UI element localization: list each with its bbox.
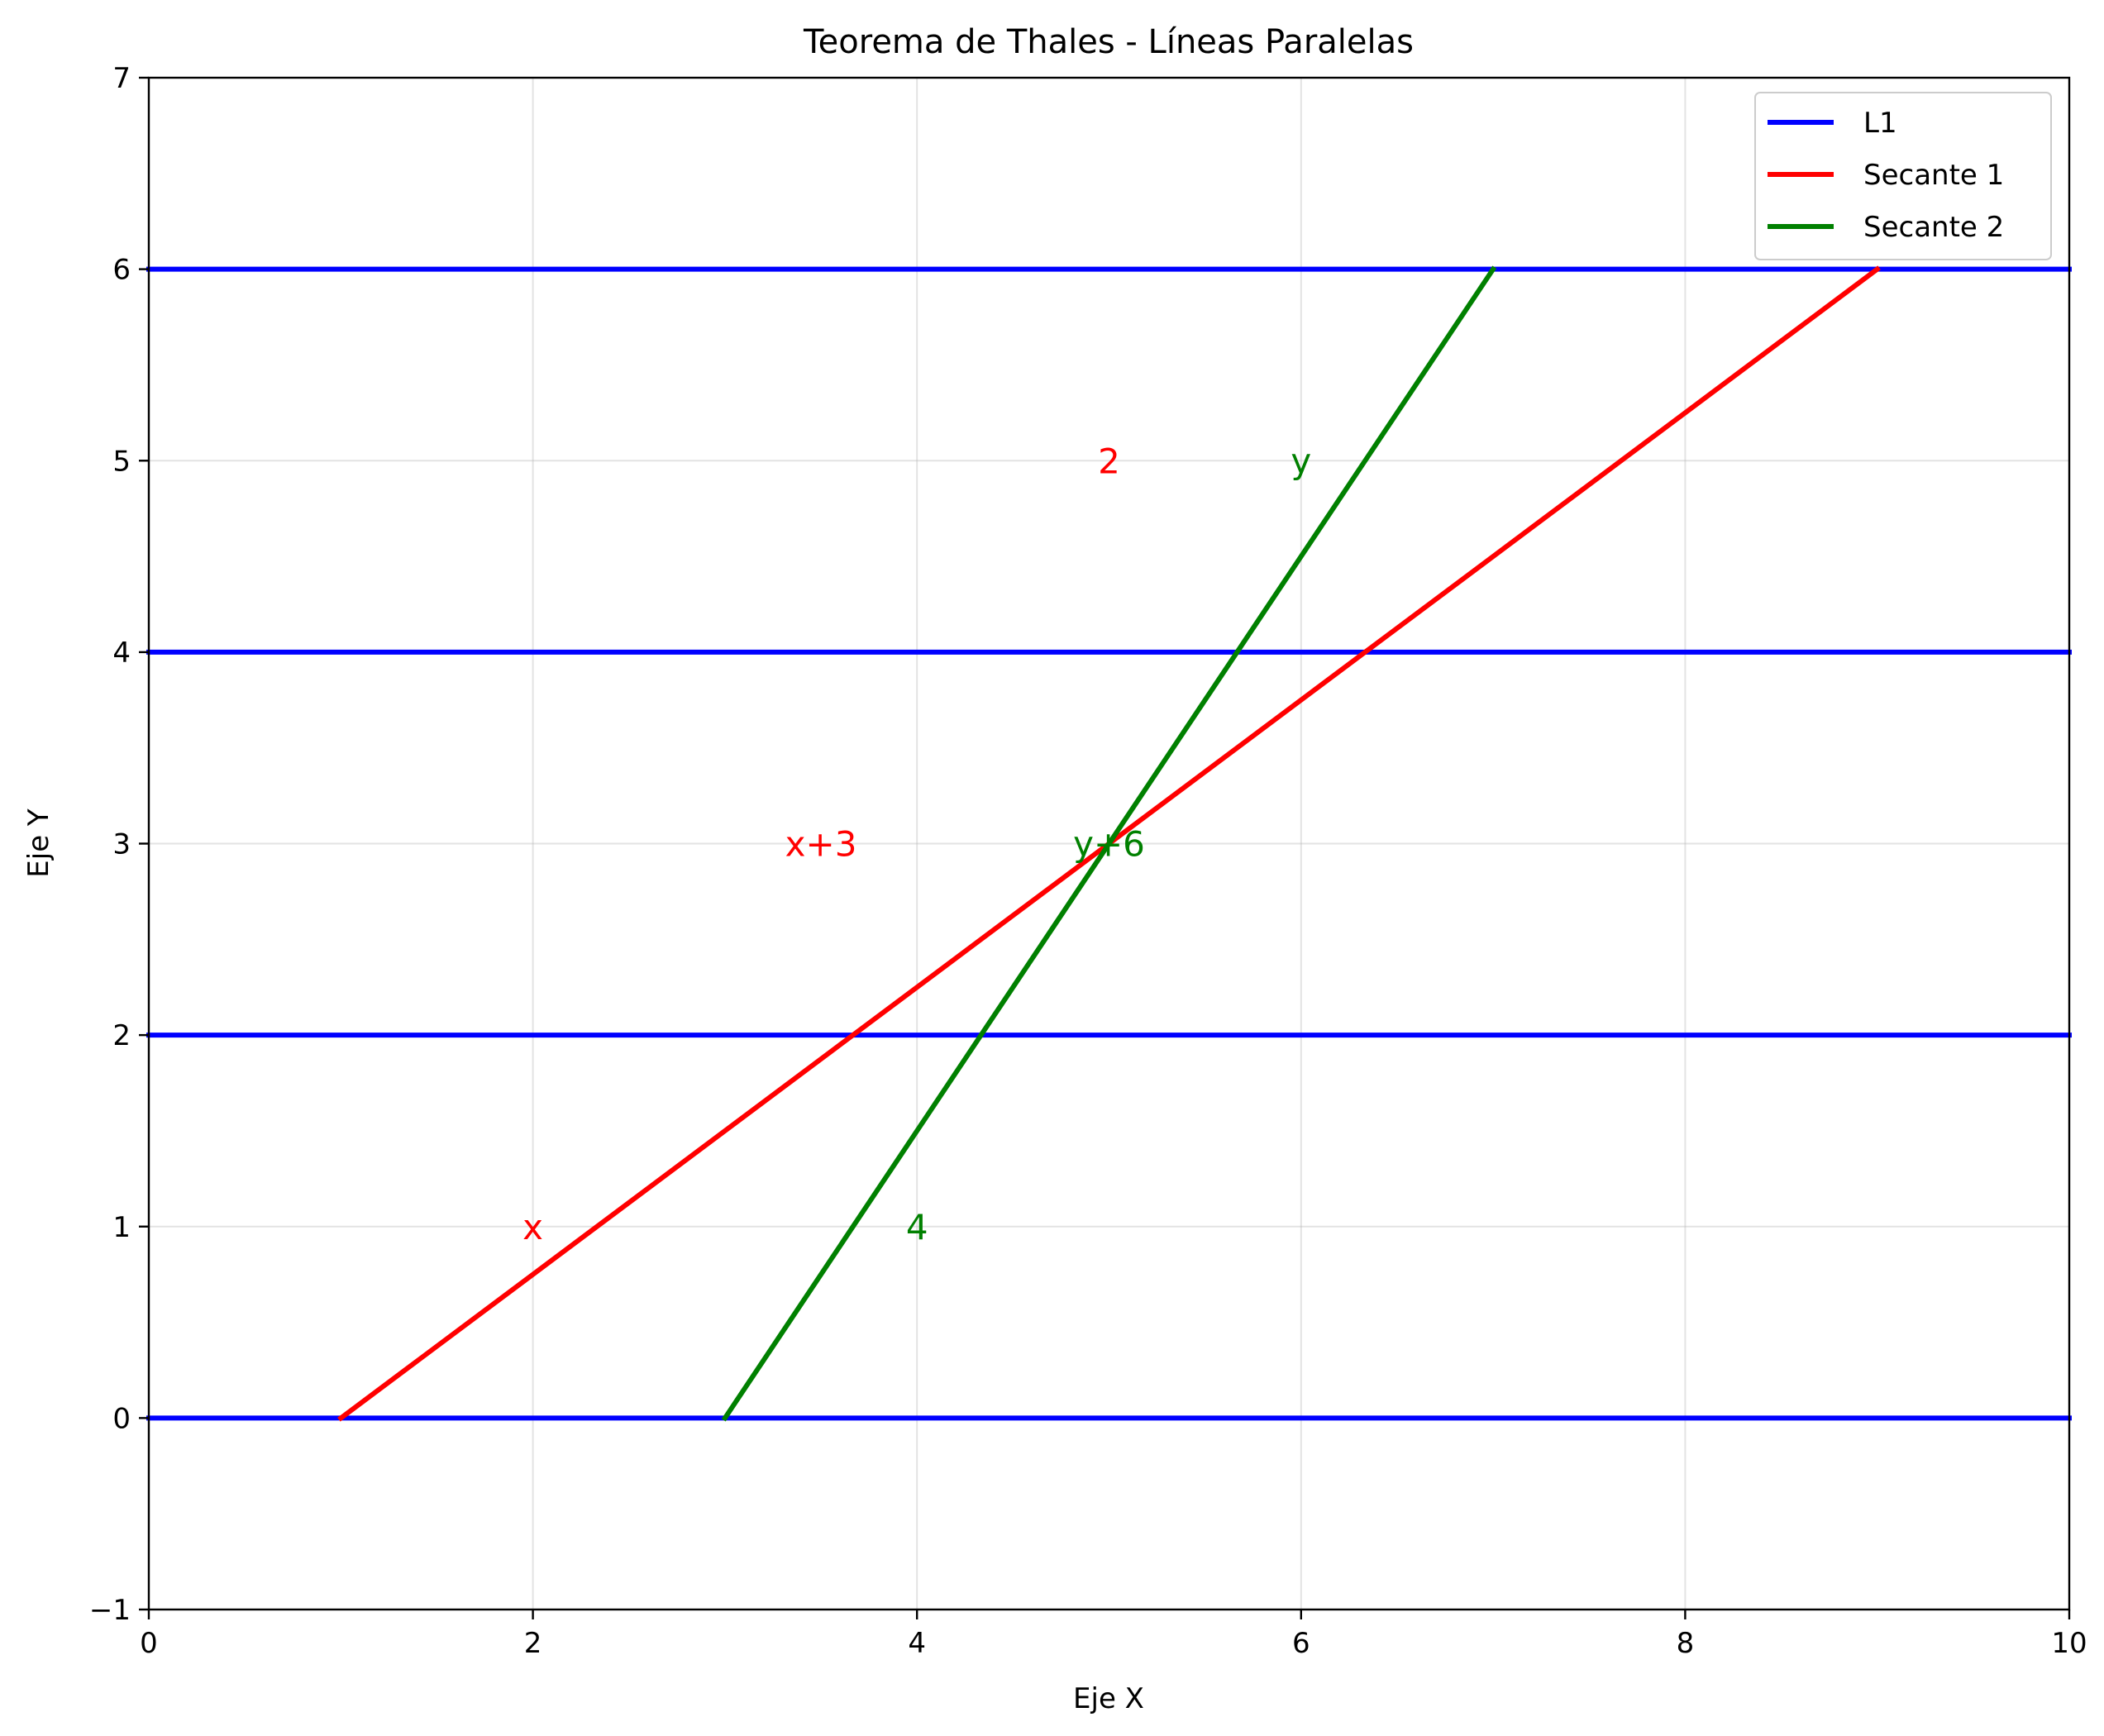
series-layer [146,265,2072,1422]
y-tick-label: 6 [112,254,131,287]
y-tick-label: −1 [89,1594,131,1627]
axis-ticks: 0 2 4 6 8 10 −1 0 1 2 3 4 5 6 7 [89,62,2087,1660]
legend-label: L1 [1863,107,1897,140]
y-tick-label: 3 [112,828,131,861]
annotation-label: y+6 [1073,824,1145,865]
x-tick-label: 10 [2051,1627,2087,1660]
x-tick-label: 2 [524,1627,542,1660]
y-tick-label: 1 [112,1211,131,1244]
x-tick-label: 8 [1677,1627,1695,1660]
y-tick-label: 2 [112,1019,131,1052]
x-axis-label: Eje X [1073,1682,1144,1715]
legend-label: Secante 1 [1863,159,2004,192]
y-tick-label: 5 [112,445,131,478]
y-tick-label: 0 [112,1402,131,1435]
annotation-label: x [522,1207,543,1247]
y-tick-label: 7 [112,62,131,95]
legend-box [1754,92,2052,260]
annotation-label: 4 [906,1207,928,1247]
annotation-layer: x x+3 2 4 y+6 y [522,441,1311,1247]
secant-2-line [721,265,1497,1422]
y-tick-label: 4 [112,637,131,670]
x-tick-label: 0 [140,1627,158,1660]
y-axis-label: Eje Y [22,808,55,878]
annotation-label: y [1291,441,1311,481]
annotation-label: x+3 [785,824,857,865]
x-tick-label: 4 [908,1627,926,1660]
annotation-label: 2 [1098,441,1120,481]
legend-label: Secante 2 [1863,211,2004,244]
chart-title: Teorema de Thales - Líneas Paralelas [803,23,1414,61]
x-tick-label: 6 [1292,1627,1310,1660]
legend: L1 Secante 1 Secante 2 [1754,92,2052,260]
